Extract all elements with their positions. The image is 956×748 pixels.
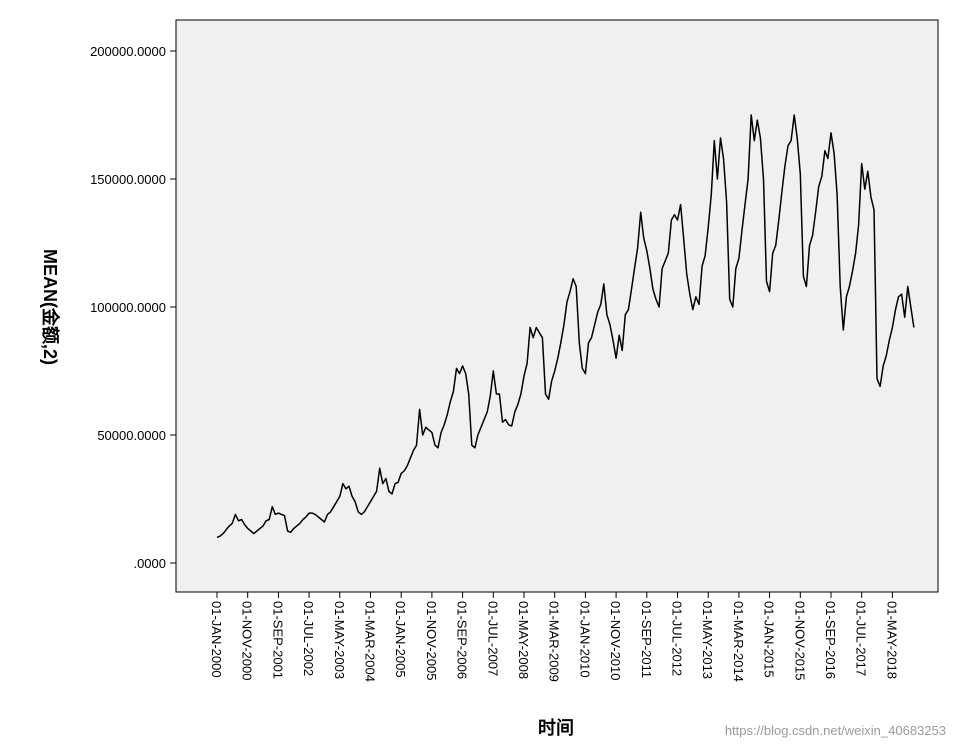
y-tick-label: .0000	[133, 556, 166, 571]
x-tick-label: 01-JUL-2007	[485, 601, 500, 676]
x-tick-label: 01-MAR-2004	[363, 601, 378, 682]
y-tick-label: 150000.0000	[90, 172, 166, 187]
x-tick-label: 01-JUL-2002	[301, 601, 316, 676]
x-tick-label: 01-SEP-2011	[639, 601, 654, 678]
y-tick-label: 200000.0000	[90, 44, 166, 59]
x-tick-label: 01-MAR-2014	[731, 601, 746, 682]
plot-area	[175, 19, 939, 593]
y-axis-title: MEAN(金额,2)	[40, 249, 61, 365]
x-tick-label: 01-MAY-2018	[884, 601, 899, 679]
x-tick-label: 01-JUL-2017	[854, 601, 869, 676]
x-tick-label: 01-MAY-2008	[516, 601, 531, 679]
series-line	[216, 114, 915, 539]
x-tick-label: 01-NOV-2005	[424, 601, 439, 681]
x-tick-label: 01-JAN-2005	[393, 601, 408, 678]
x-tick-label: 01-SEP-2001	[270, 601, 285, 679]
x-tick-label: 01-MAY-2013	[700, 601, 715, 679]
y-tick-label: 100000.0000	[90, 300, 166, 315]
x-tick-label: 01-NOV-2000	[240, 601, 255, 681]
x-tick-label: 01-JUL-2012	[670, 601, 685, 676]
x-tick-label: 01-NOV-2010	[608, 601, 623, 681]
x-tick-label: 01-JAN-2010	[577, 601, 592, 678]
x-tick-label: 01-SEP-2006	[455, 601, 470, 679]
x-tick-label: 01-JAN-2000	[209, 601, 224, 678]
y-tick-label: 50000.0000	[97, 428, 166, 443]
x-tick-label: 01-NOV-2015	[792, 601, 807, 681]
x-axis-title: 时间	[538, 718, 574, 738]
watermark: https://blog.csdn.net/weixin_40683253	[725, 723, 946, 738]
x-tick-label: 01-JAN-2015	[762, 601, 777, 678]
y-axis: .0000 50000.0000 100000.0000 150000.0000 200…	[90, 44, 176, 571]
x-tick-label: 01-MAR-2009	[547, 601, 562, 682]
x-tick-label: 01-MAY-2003	[332, 601, 347, 679]
x-axis: 01-JAN-2000 01-NOV-2000 01-SEP-2001 01-JUL-…	[209, 592, 899, 682]
x-tick-label: 01-SEP-2016	[823, 601, 838, 679]
